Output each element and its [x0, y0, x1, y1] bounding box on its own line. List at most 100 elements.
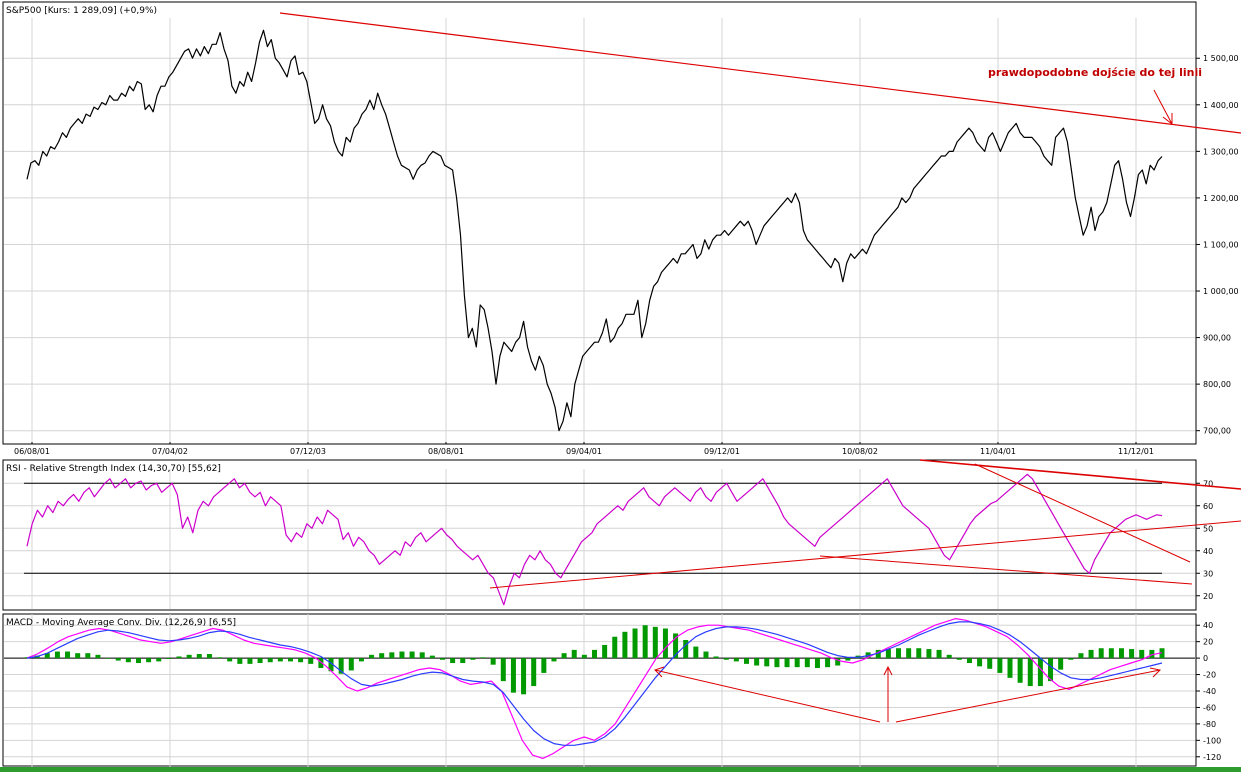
y-tick-label: -20: [1203, 671, 1216, 680]
macd-histogram-bar: [287, 658, 293, 662]
macd-histogram-bar: [946, 654, 952, 659]
macd-histogram-bar: [551, 658, 557, 662]
y-tick-label: 1 100,00: [1203, 240, 1239, 249]
x-tick-label: 08/08/01: [428, 447, 464, 456]
macd-histogram-bar: [450, 658, 456, 664]
macd-histogram-bar: [845, 658, 851, 661]
rsi-trendlines: [489, 459, 1241, 589]
macd-histogram-bar: [1007, 658, 1013, 678]
macd-histogram-bar: [875, 649, 881, 659]
macd-histogram-bar: [1149, 649, 1155, 659]
macd-histogram-bar: [267, 658, 273, 663]
x-tick-label: 11/04/01: [980, 447, 1016, 456]
macd-histogram-bar: [987, 658, 993, 669]
y-tick-label: 40: [1203, 621, 1213, 630]
y-tick-label: 1 200,00: [1203, 194, 1239, 203]
macd-histogram-bar: [835, 658, 841, 666]
y-tick-label: 1 000,00: [1203, 287, 1239, 296]
macd-histogram-bar: [906, 648, 912, 659]
macd-histogram-bar: [358, 658, 364, 662]
macd-histogram-bar: [652, 626, 658, 659]
macd-histogram-bar: [885, 649, 891, 659]
macd-histogram-bar: [44, 653, 50, 659]
y-tick-label: -100: [1203, 736, 1221, 745]
macd-histogram-bar: [146, 658, 152, 663]
macd-histogram-bar: [1048, 658, 1054, 682]
macd-histogram-bar: [247, 658, 253, 664]
macd-histogram-bar: [713, 656, 719, 659]
macd-histogram-bar: [85, 653, 91, 659]
macd-histogram-bar: [825, 658, 831, 668]
y-tick-label: 60: [1203, 502, 1213, 511]
macd-histogram-bar: [429, 655, 435, 659]
y-tick-label: 900,00: [1203, 334, 1231, 343]
macd-histogram-bar: [298, 658, 304, 663]
rsi-chart-title: RSI - Relative Strength Index (14,30,70)…: [6, 464, 221, 474]
macd-histogram-bar: [936, 649, 942, 659]
macd-panel: 40 20 0 -20 -40 -60 -80 -100 -120 MACD - Moving …: [2, 613, 1221, 767]
macd-histogram-bar: [105, 658, 111, 659]
macd-histogram-bar: [328, 658, 334, 672]
footer-scrollbar[interactable]: [0, 767, 1241, 772]
macd-histogram-bar: [389, 652, 395, 659]
macd-histogram-bar: [966, 658, 972, 664]
y-tick-label: 700,00: [1203, 427, 1231, 436]
macd-histogram-bar: [227, 658, 233, 662]
macd-histogram-bar: [642, 625, 648, 659]
macd-histogram-bar: [470, 658, 476, 660]
y-tick-label: -60: [1203, 703, 1216, 712]
x-tick-label: 11/12/01: [1118, 447, 1154, 456]
macd-annotation-arrows: [654, 665, 1162, 723]
macd-histogram-bar: [561, 653, 567, 659]
macd-histogram-bar: [916, 648, 922, 659]
x-tick-label: 10/08/02: [842, 447, 878, 456]
y-tick-label: -120: [1203, 753, 1221, 762]
x-tick-label: 09/12/01: [704, 447, 740, 456]
macd-histogram-bar: [774, 658, 780, 668]
macd-chart-title: MACD - Moving Average Conv. Div. (12,26,…: [6, 618, 236, 628]
macd-histogram-bar: [896, 648, 902, 659]
macd-histogram-bar: [125, 658, 131, 663]
y-tick-label: -80: [1203, 720, 1216, 729]
x-tick-label: 09/04/01: [566, 447, 602, 456]
macd-histogram-bar: [480, 657, 486, 659]
macd-histogram-bar: [662, 628, 668, 659]
macd-histogram-bar: [977, 658, 983, 667]
macd-histogram-bar: [419, 652, 425, 659]
macd-histogram-bar: [1027, 658, 1033, 687]
macd-histogram-bar: [1139, 649, 1145, 659]
macd-histogram-bar: [541, 658, 547, 673]
macd-histogram-bar: [135, 658, 141, 664]
macd-histogram-bar: [784, 658, 790, 668]
macd-histogram-bar: [1129, 649, 1135, 659]
y-tick-label: 800,00: [1203, 380, 1231, 389]
macd-histogram-bar: [673, 633, 679, 659]
macd-histogram-bar: [196, 654, 202, 659]
macd-histogram-bar: [581, 654, 587, 659]
x-tick-label: 07/04/02: [152, 447, 188, 456]
macd-signal-series-line: [26, 621, 1163, 746]
macd-histogram-bar: [399, 651, 405, 659]
macd-histogram-bar: [1098, 648, 1104, 659]
macd-histogram-bar: [369, 654, 375, 659]
macd-histogram-bar: [65, 651, 71, 659]
macd-histogram-bar: [166, 658, 172, 659]
macd-histogram-bar: [571, 649, 577, 659]
macd-histogram-bar: [348, 658, 354, 671]
macd-histogram-bar: [602, 644, 608, 659]
rsi-series-line: [26, 473, 1163, 606]
macd-histogram-bar: [592, 649, 597, 659]
macd-histogram-bar: [622, 631, 628, 659]
macd-histogram-bar: [409, 651, 415, 659]
macd-histogram-bar: [75, 653, 81, 659]
macd-histogram-bar: [764, 658, 770, 667]
y-tick-label: 1 400,00: [1203, 101, 1239, 110]
macd-histogram-bar: [612, 636, 618, 659]
macd-histogram-bar: [500, 658, 506, 682]
macd-histogram-bar: [754, 658, 760, 666]
price-panel: 1 500,00 1 400,00 1 300,00 1 200,00 1 100,00…: [2, 1, 1241, 456]
macd-histogram-bar: [804, 658, 810, 668]
macd-histogram-bar: [115, 658, 121, 661]
y-tick-label: 40: [1203, 547, 1213, 556]
